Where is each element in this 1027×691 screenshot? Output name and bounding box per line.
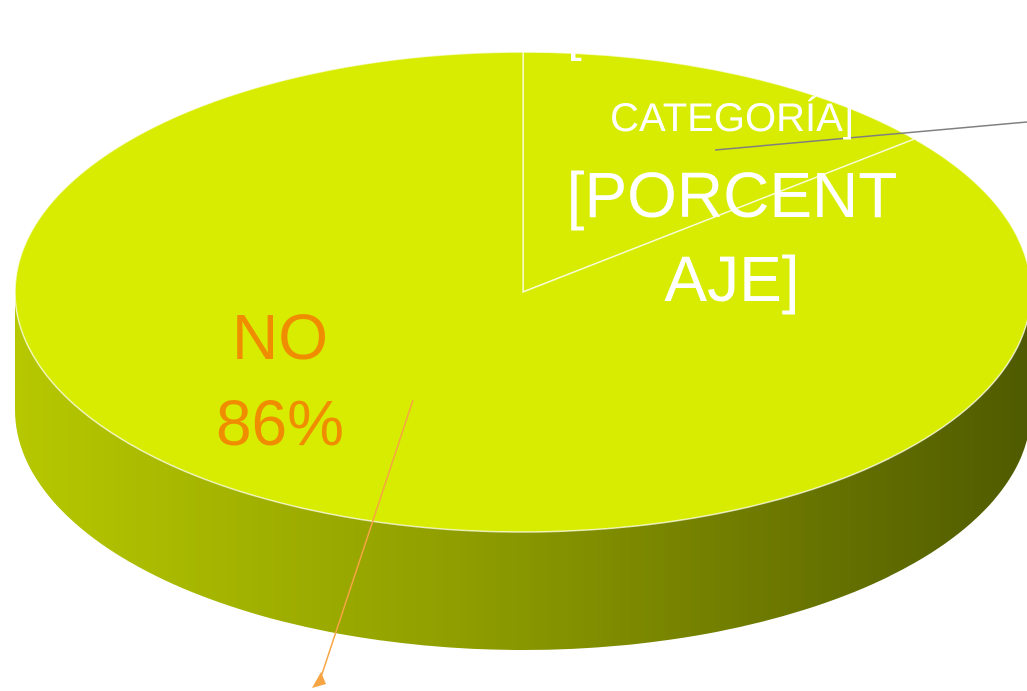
- data-label: [PORCENT AJE]: [567, 159, 898, 315]
- leader-line: [714, 121, 1027, 151]
- pie-slice: [14, 51, 1027, 533]
- data-label: [NOMBRE DE CATEGORÍA]: [567, 4, 896, 140]
- arrow-head: [312, 672, 326, 688]
- labels: NO 86% [NOMBRE DE CATEGORÍA] [PORCENT AJE]: [216, 4, 897, 459]
- pie-side: [15, 292, 1027, 650]
- pie-slice: [522, 51, 917, 294]
- leader-line: [319, 399, 414, 681]
- data-label: 86%: [216, 387, 344, 459]
- pie: [14, 51, 1027, 650]
- data-label: NO: [232, 301, 328, 373]
